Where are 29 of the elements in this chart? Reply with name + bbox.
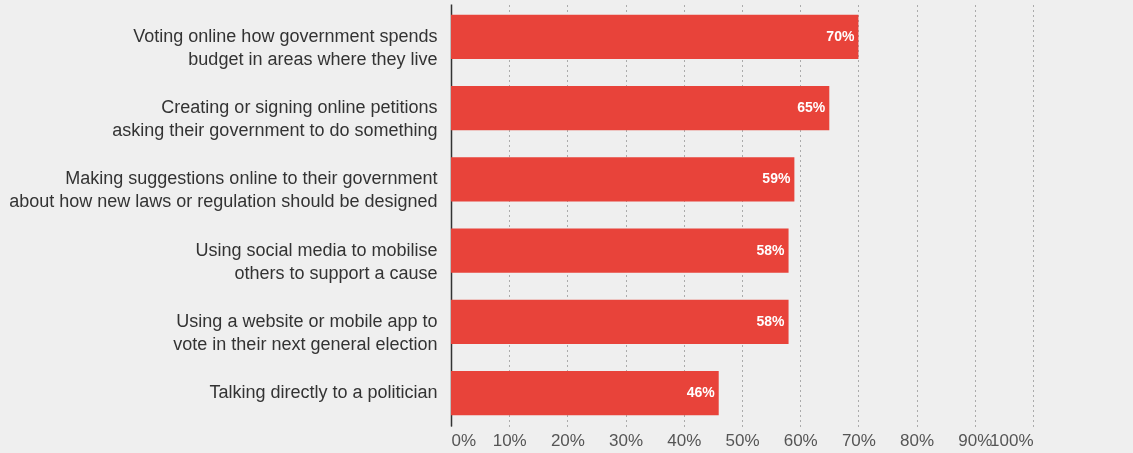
x-tick-label: 90% xyxy=(958,430,993,450)
bar xyxy=(451,157,795,202)
data-label: 58% xyxy=(756,312,786,329)
data-label: 58% xyxy=(756,241,786,258)
bar xyxy=(451,85,830,131)
bar xyxy=(451,371,719,416)
data-label: 46% xyxy=(686,384,716,401)
y-tick-label: Talking directly to a politician xyxy=(209,382,438,403)
x-tick-label: 40% xyxy=(667,430,702,450)
data-label: 65% xyxy=(797,99,826,116)
x-tick-label: 100% xyxy=(990,430,1034,450)
x-tick-label: 60% xyxy=(783,430,818,450)
x-tick-label: 50% xyxy=(725,430,760,450)
x-tick-label: 30% xyxy=(609,430,644,450)
bar xyxy=(451,299,789,345)
y-tick-label: Creating or signing online petitions asking their government to do something xyxy=(112,97,438,141)
y-tick-label: Using social media to mobilise others to support a cause xyxy=(195,239,438,283)
x-tick-label: 0% xyxy=(451,430,477,450)
x-tick-label: 20% xyxy=(550,430,585,450)
y-tick-label: Using a website or mobile app to vote in their next general election xyxy=(173,310,438,354)
bar xyxy=(451,228,789,273)
y-tick-label: Voting online how government spends budget in areas where they live xyxy=(133,25,438,69)
bar xyxy=(451,14,859,59)
x-tick-label: 80% xyxy=(900,430,935,450)
data-label: 70% xyxy=(826,27,855,44)
data-label: 59% xyxy=(762,170,791,187)
x-tick-label: 10% xyxy=(492,430,527,450)
y-tick-label: Making suggestions online to their government about how new laws or regulation should be designed xyxy=(9,168,438,212)
x-tick-label: 70% xyxy=(841,430,876,450)
